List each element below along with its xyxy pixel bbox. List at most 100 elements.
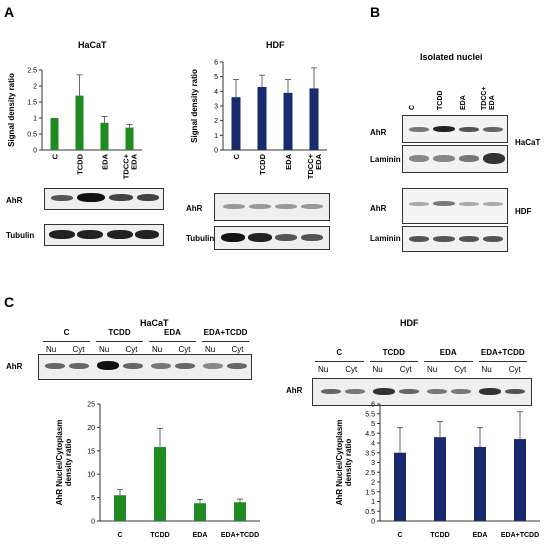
x-tick-label: EDA [284,153,293,169]
y-axis-label: AhR Nuclei/Cytoplasm [55,420,64,506]
bar [194,503,206,521]
blot-b-hdf-lamin [402,226,508,252]
sublane-label: Cyt [125,345,138,354]
bar [100,122,109,150]
bar [514,439,526,521]
x-tick-label: C [397,532,402,539]
y-tick-label: 1 [214,133,218,140]
blot-a-hdf-tubulin [214,226,330,250]
y-tick-label: 5 [91,495,95,502]
blot-b-hacat-lamin [402,145,508,173]
panel-b-letter: B [370,4,381,20]
group-underline [43,341,90,342]
sublane-label: Cyt [72,345,85,354]
y-tick-label: 2 [214,118,218,125]
y-tick-label: 1.5 [27,100,37,107]
blot-a-hacat-tubulin [44,224,164,246]
y-tick-label: 4 [371,441,375,448]
blot-c-hdf-label: AhR [286,386,303,395]
blot-a-hacat-ahr [44,188,164,210]
bar [257,86,267,150]
bar [394,452,406,521]
x-tick-label: EDA [130,153,139,169]
bar [114,495,126,521]
x-tick-label: C [51,153,60,159]
x-tick-label: TCDD [430,532,449,539]
sublane-label: Nu [46,345,57,354]
bar [434,437,446,521]
group-underline [149,341,196,342]
lane-tdcc-eda: TDCC+ EDA [481,86,496,110]
y-tick-label: 20 [87,425,95,432]
y-tick-label: 2 [33,84,37,91]
y-tick-label: 4 [214,89,218,96]
sublane-label: Cyt [399,365,412,374]
x-tick-label: EDA+TCDD [501,532,539,539]
bar [154,447,166,521]
blot-b-label-1: AhR [370,128,387,137]
y-tick-label: 3 [371,460,375,467]
sublane-label: Cyt [508,365,521,374]
blot-c-hacat-ahr [38,354,252,380]
bar [474,446,486,521]
y-tick-label: 10 [87,472,95,479]
group-underline [424,361,473,362]
y-tick-label: 3 [214,104,218,111]
sublane-label: Nu [427,365,438,374]
y-tick-label: 4.5 [365,431,375,438]
group-label: EDA [164,328,181,337]
group-label: EDA+TCDD [203,328,248,337]
x-tick-label: EDA [473,532,488,539]
blot-c-hdf-ahr [312,378,532,406]
blot-b-label-2: Laminin B [370,155,409,164]
bar [309,88,319,150]
panel-c-hdf-title: HDF [400,318,419,328]
group-underline [202,341,249,342]
y-tick-label: 1 [33,116,37,123]
y-tick-label: 0 [33,148,37,155]
chart-c-hdf: 0 0.5 1 1.5 2 2.5 3 3.5 4 4.5 5 5.5 6 AhR Nuclei/Cyto… [335,402,540,539]
y-tick-label: 5 [371,421,375,428]
chart-c-hacat: 0 5 10 15 20 25 AhR Nuclei/Cytoplasm density ra… [55,402,260,539]
bar [50,118,59,150]
group-label: EDA+TCDD [480,348,525,357]
x-tick-label: EDA [101,153,110,169]
y-tick-label: 0.5 [365,509,375,516]
y-axis-label: AhR Nuclei/Cytoplasm [335,420,344,506]
y-tick-label: 2 [371,480,375,487]
blot-label-ahr-hdf: AhR [186,204,203,213]
y-tick-label: 1.5 [365,489,375,496]
y-axis-label: Signal density ratio [7,73,16,147]
cell-label-hacat: HaCaT [515,138,541,147]
chart-a-hacat: 0 0.5 1 1.5 2 2.5 Signal density ratio C TCDD EDA… [7,68,142,179]
blot-b-label-3: AhR [370,204,387,213]
group-underline [315,361,364,362]
group-underline [369,361,418,362]
lane-c: C [409,104,416,110]
panel-a-letter: A [4,4,15,20]
panel-a-hdf-title: HDF [266,40,285,50]
panel-c-letter: C [4,294,15,310]
y-tick-label: 5 [214,74,218,81]
blot-a-hdf-ahr [214,193,330,221]
group-label: EDA [439,348,457,357]
sublane-label: Nu [99,345,110,354]
sublane-label: Nu [318,365,329,374]
group-label: C [63,328,70,337]
x-tick-label: EDA+TCDD [221,532,259,539]
y-tick-label: 15 [87,448,95,455]
y-tick-label: 0.5 [27,132,37,139]
sublane-label: Cyt [454,365,467,374]
y-axis-label: density ratio [64,439,73,487]
group-underline [96,341,143,342]
sublane-label: Nu [372,365,383,374]
lane-eda: EDA [460,95,467,110]
sublane-label: Nu [205,345,216,354]
x-tick-label: TCDD [258,153,267,174]
y-axis-label: Signal density ratio [190,69,199,143]
sublane-label: Nu [481,365,492,374]
x-tick-label: C [232,153,241,159]
blot-b-hdf-ahr [402,188,508,224]
y-tick-label: 25 [87,402,95,409]
